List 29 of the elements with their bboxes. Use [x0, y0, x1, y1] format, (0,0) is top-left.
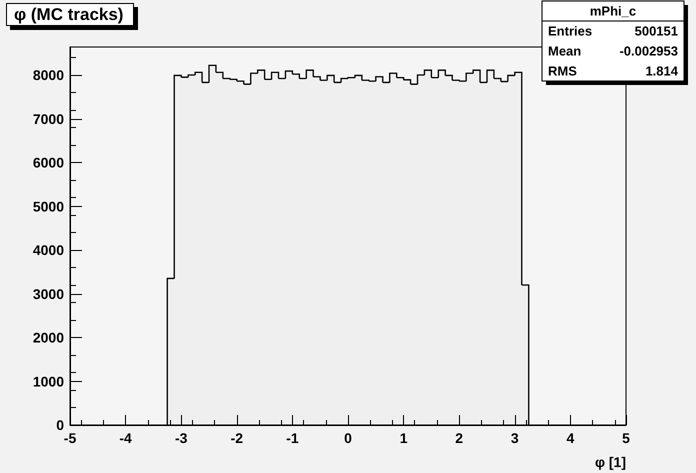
- x-tick-label: -1: [286, 430, 299, 446]
- y-tick-label: 7000: [32, 110, 64, 127]
- text: 500151: [634, 24, 678, 38]
- x-axis-title: φ [1]: [594, 454, 626, 470]
- x-tick-label: 3: [510, 430, 519, 446]
- x-tick-label: 4: [566, 430, 574, 446]
- y-tick-label: 1000: [32, 373, 64, 390]
- y-tick-label: 5000: [32, 198, 64, 214]
- y-tick-label: 6000: [32, 154, 64, 170]
- annotation: Mean: [548, 44, 582, 58]
- y-tick-label: 3000: [32, 286, 64, 302]
- x-tick-label: -2: [230, 430, 244, 446]
- y-tick-label: 0: [56, 417, 64, 433]
- text: 1.814: [645, 64, 679, 78]
- y-tick-label: 2000: [32, 330, 64, 346]
- x-tick-label: 2: [455, 430, 464, 446]
- x-tick-label: 5: [622, 430, 630, 446]
- y-tick-label: 8000: [32, 67, 64, 83]
- x-tick-label: 1: [400, 430, 408, 446]
- annotation: RMS: [548, 64, 578, 78]
- chart-title: φ (MC tracks): [14, 5, 124, 24]
- x-tick-label: -5: [64, 430, 76, 446]
- text: mPhi_c: [590, 4, 636, 18]
- text: Entries: [548, 24, 592, 38]
- x-tick-label: -3: [174, 430, 188, 446]
- annotation: -0.002953: [619, 44, 678, 58]
- x-tick-label: -4: [119, 430, 132, 446]
- y-tick-label: 4000: [32, 242, 64, 258]
- x-tick-label: 0: [344, 430, 352, 446]
